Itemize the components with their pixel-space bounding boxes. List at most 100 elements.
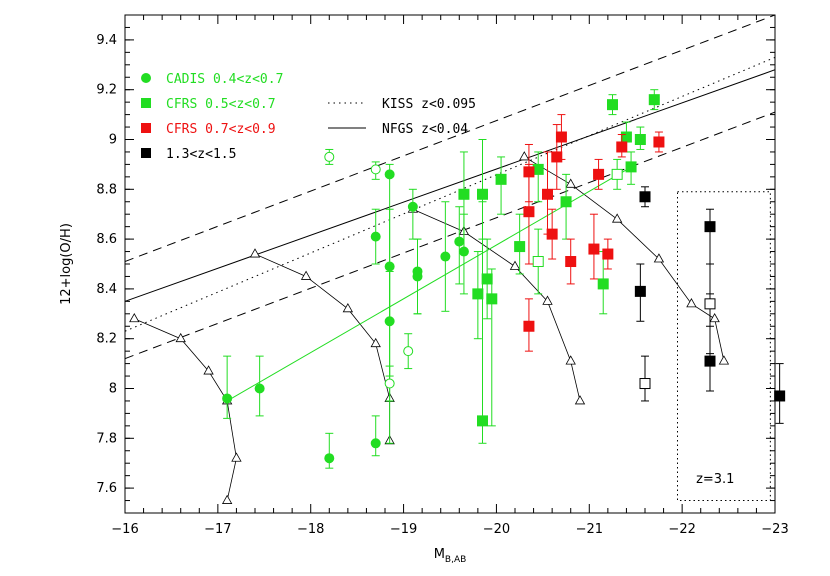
marker-square [565,256,577,268]
highlight-box-group [677,191,771,502]
model-triangle-point [565,355,576,365]
y-tick-label: 9.2 [96,83,117,98]
square-point [611,158,623,190]
circle-point [324,148,335,165]
x-tick-label: −16 [111,522,138,537]
model-track [412,208,581,402]
model-track [134,318,237,501]
marker-square [625,161,637,173]
marker-square [551,151,563,163]
marker-square [593,168,605,180]
legend-label: 1.3<z<1.5 [166,147,236,162]
square-point [523,298,535,352]
marker-square [653,136,665,148]
x-tick-label: −18 [297,522,324,537]
marker-square [481,273,493,285]
marker-square [523,320,535,332]
annotation-z31: z=3.1 [696,472,734,487]
marker-square [532,256,544,268]
marker-circle [440,251,451,262]
reference-line-lower-envelope [125,111,775,360]
marker-square [532,163,544,175]
marker-circle [407,201,418,212]
square-point [653,131,665,153]
legend-marker-square [141,148,151,158]
square-point [481,238,493,320]
square-point [597,251,609,315]
model-triangle-point [221,494,233,504]
marker-square [523,206,535,218]
square-point [607,94,618,116]
square-point [639,186,651,208]
model-triangle-point [718,355,730,365]
circle-point [407,188,418,240]
legend-line-label: KISS z<0.095 [382,97,476,112]
square-point [634,263,646,322]
highlight-box [677,191,771,502]
marker-square [514,241,526,253]
reference-line-kiss [125,56,775,332]
marker-circle [324,151,335,162]
square-point [648,89,660,111]
circle-point [370,415,381,457]
square-point [546,208,558,260]
square-point [588,213,600,280]
marker-square [555,131,567,143]
square-point [565,238,577,285]
marker-circle [324,453,335,464]
y-tick-label: 9 [109,133,117,148]
x-tick-label: −21 [576,522,603,537]
axis-ticks: −16 −17 −18 −19 −20 −21 −22 −23 7.6 7.8 8 8.2 8.4 8.6… [96,14,789,537]
model-triangle-point [509,260,521,270]
model-triangle-point [611,213,623,223]
marker-square [704,298,716,310]
model-triangle-point [686,298,697,308]
marker-square [639,378,651,390]
model-triangle-point [300,270,312,280]
legend-line-label: NFGS z<0.04 [382,122,468,137]
x-tick-label: −19 [390,522,417,537]
model-triangle-point [342,303,354,313]
model-triangle-point [709,312,720,323]
legend-marker-circle [141,73,151,83]
marker-circle [370,231,381,242]
circle-point [254,355,265,417]
marker-circle [370,164,381,175]
circle-point [440,201,451,312]
square-point [555,114,567,160]
circle-point [384,365,395,402]
y-tick-label: 8 [109,382,117,397]
marker-square [704,355,716,367]
circle-point [454,206,465,285]
circle-point [324,432,335,469]
marker-square [634,134,646,145]
marker-square [458,188,470,200]
model-triangle-point [231,452,242,462]
fit-line-group [226,163,636,402]
legend: CADIS 0.4<z<0.7 CFRS 0.5<z<0.7 CFRS 0.7<z<… [141,72,476,162]
square-point [639,355,651,402]
x-tick-label: −22 [668,522,695,537]
marker-square [560,196,572,208]
y-tick-label: 8.6 [96,232,117,247]
model-triangle-point [175,332,186,343]
y-tick-label: 8.4 [96,282,117,297]
marker-circle [384,169,395,180]
square-point [486,268,498,427]
marker-circle [384,378,395,389]
square-point [625,151,637,185]
model-triangle-point [542,295,553,305]
model-triangle-point [565,178,576,188]
circle-point [412,238,423,315]
square-point [774,363,786,424]
square-point [602,238,614,270]
square-point [532,228,544,295]
model-triangle-point [370,337,381,348]
legend-marker-square [141,123,151,133]
marker-circle [254,383,265,394]
marker-square [704,221,716,233]
marker-square [588,243,600,255]
marker-circle [384,316,395,327]
marker-square [495,173,507,185]
square-point [593,158,605,190]
